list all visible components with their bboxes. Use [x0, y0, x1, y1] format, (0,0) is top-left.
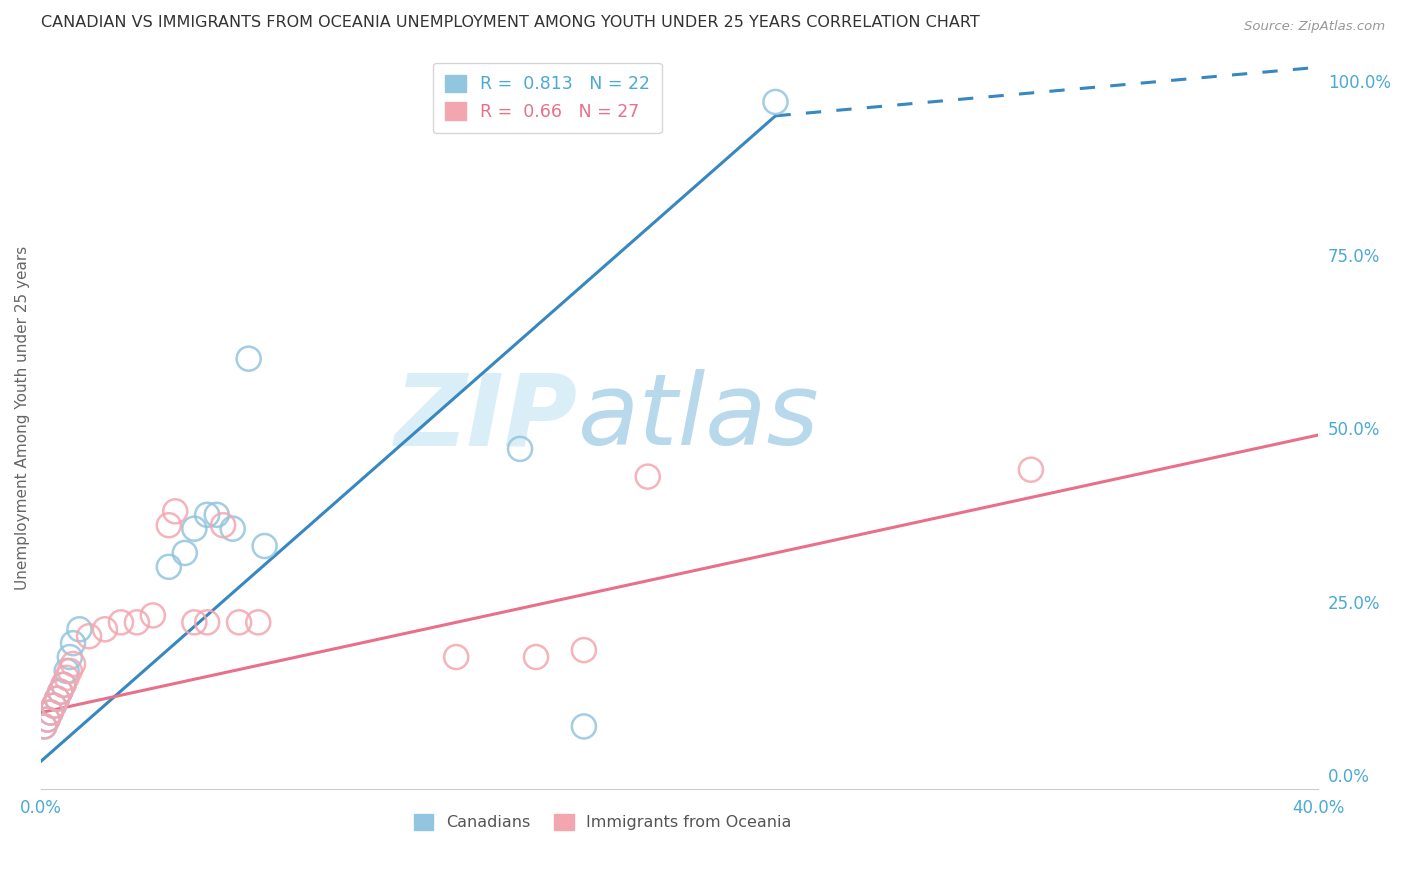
- Point: [205, 508, 228, 522]
- Point: [62, 636, 84, 650]
- Point: [253, 539, 276, 553]
- Point: [110, 615, 132, 630]
- Point: [67, 622, 90, 636]
- Point: [62, 657, 84, 671]
- Point: [49, 684, 72, 698]
- Point: [55, 664, 77, 678]
- Point: [46, 691, 69, 706]
- Y-axis label: Unemployment Among Youth under 25 years: Unemployment Among Youth under 25 years: [15, 245, 30, 590]
- Point: [39, 706, 62, 720]
- Point: [59, 650, 82, 665]
- Legend: Canadians, Immigrants from Oceania: Canadians, Immigrants from Oceania: [408, 807, 799, 837]
- Point: [212, 518, 235, 533]
- Point: [39, 706, 62, 720]
- Point: [637, 469, 659, 483]
- Point: [572, 643, 595, 657]
- Point: [157, 518, 180, 533]
- Point: [34, 719, 56, 733]
- Point: [46, 691, 69, 706]
- Point: [765, 95, 787, 109]
- Point: [34, 719, 56, 733]
- Point: [1019, 463, 1042, 477]
- Text: ZIP: ZIP: [395, 369, 578, 467]
- Point: [49, 684, 72, 698]
- Text: Source: ZipAtlas.com: Source: ZipAtlas.com: [1244, 20, 1385, 33]
- Point: [247, 615, 270, 630]
- Point: [42, 698, 65, 713]
- Point: [42, 698, 65, 713]
- Point: [195, 615, 218, 630]
- Point: [165, 504, 187, 518]
- Point: [221, 522, 243, 536]
- Point: [509, 442, 531, 456]
- Point: [238, 351, 260, 366]
- Point: [59, 664, 82, 678]
- Point: [524, 650, 547, 665]
- Point: [183, 522, 205, 536]
- Point: [195, 508, 218, 522]
- Text: CANADIAN VS IMMIGRANTS FROM OCEANIA UNEMPLOYMENT AMONG YOUTH UNDER 25 YEARS CORR: CANADIAN VS IMMIGRANTS FROM OCEANIA UNEM…: [41, 15, 980, 30]
- Point: [37, 713, 59, 727]
- Point: [52, 678, 75, 692]
- Point: [37, 713, 59, 727]
- Point: [55, 671, 77, 685]
- Point: [183, 615, 205, 630]
- Point: [77, 629, 100, 643]
- Point: [444, 650, 467, 665]
- Point: [228, 615, 250, 630]
- Point: [157, 559, 180, 574]
- Point: [173, 546, 195, 560]
- Text: atlas: atlas: [578, 369, 820, 467]
- Point: [125, 615, 148, 630]
- Point: [94, 622, 117, 636]
- Point: [572, 719, 595, 733]
- Point: [52, 678, 75, 692]
- Point: [142, 608, 165, 623]
